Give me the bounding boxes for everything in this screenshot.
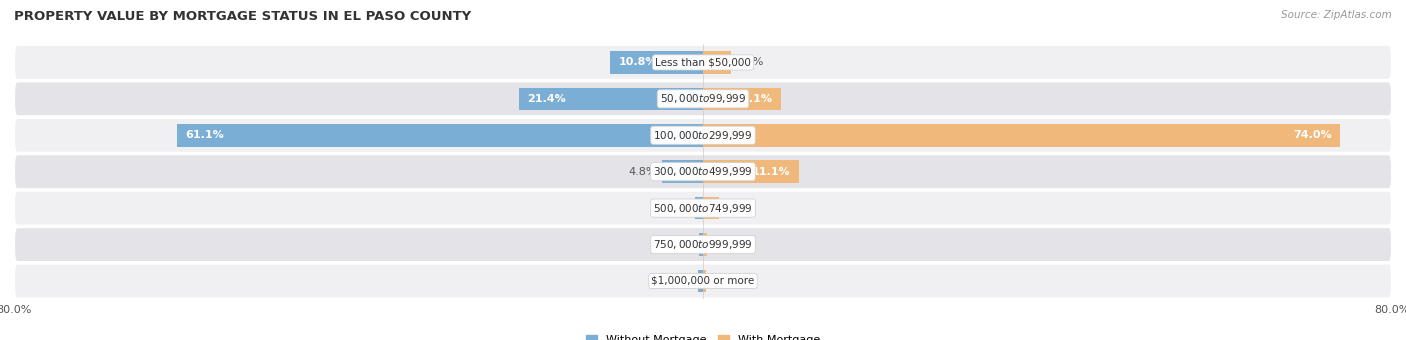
Text: $50,000 to $99,999: $50,000 to $99,999 [659,92,747,105]
FancyBboxPatch shape [14,118,1392,153]
Bar [610,51,703,74]
Text: 4.8%: 4.8% [628,167,658,177]
Bar [699,233,703,256]
Text: 0.41%: 0.41% [711,240,747,250]
FancyBboxPatch shape [14,264,1392,299]
Text: $750,000 to $999,999: $750,000 to $999,999 [654,238,752,251]
Text: 10.8%: 10.8% [619,57,657,67]
Text: 11.1%: 11.1% [751,167,790,177]
Bar [177,124,703,147]
Legend: Without Mortgage, With Mortgage: Without Mortgage, With Mortgage [582,330,824,340]
FancyBboxPatch shape [14,191,1392,226]
Text: $1,000,000 or more: $1,000,000 or more [651,276,755,286]
Bar [703,270,706,292]
Text: 0.35%: 0.35% [710,276,745,286]
Bar [703,124,1340,147]
Bar [703,88,782,110]
Text: $500,000 to $749,999: $500,000 to $749,999 [654,202,752,215]
Text: PROPERTY VALUE BY MORTGAGE STATUS IN EL PASO COUNTY: PROPERTY VALUE BY MORTGAGE STATUS IN EL … [14,10,471,23]
FancyBboxPatch shape [14,81,1392,116]
Bar [703,51,731,74]
Text: $300,000 to $499,999: $300,000 to $499,999 [654,165,752,178]
Text: 0.59%: 0.59% [658,276,693,286]
Bar [697,270,703,292]
FancyBboxPatch shape [14,154,1392,189]
Bar [519,88,703,110]
Text: 3.2%: 3.2% [735,57,763,67]
FancyBboxPatch shape [14,45,1392,80]
Text: Source: ZipAtlas.com: Source: ZipAtlas.com [1281,10,1392,20]
Bar [703,197,718,219]
FancyBboxPatch shape [14,227,1392,262]
Text: 61.1%: 61.1% [186,130,224,140]
Bar [703,233,707,256]
Text: 0.44%: 0.44% [659,240,695,250]
Text: 74.0%: 74.0% [1294,130,1331,140]
Text: 21.4%: 21.4% [527,94,567,104]
Text: 9.1%: 9.1% [742,94,773,104]
Text: 1.8%: 1.8% [723,203,751,213]
Bar [703,160,799,183]
Text: Less than $50,000: Less than $50,000 [655,57,751,67]
Bar [662,160,703,183]
Text: 0.91%: 0.91% [655,203,690,213]
Text: $100,000 to $299,999: $100,000 to $299,999 [654,129,752,142]
Bar [695,197,703,219]
